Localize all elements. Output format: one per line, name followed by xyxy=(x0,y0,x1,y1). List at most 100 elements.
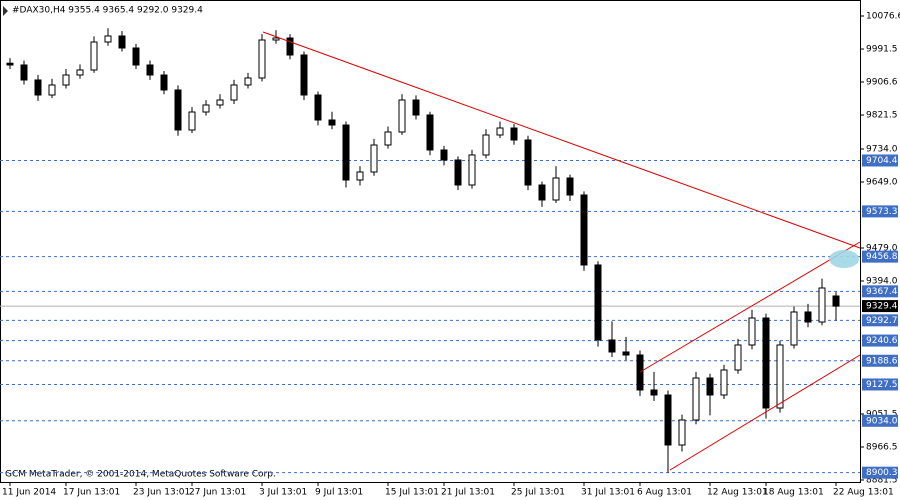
candle-body xyxy=(678,419,686,446)
candle-body xyxy=(538,184,546,201)
candle-body xyxy=(580,194,588,266)
candle-body xyxy=(734,344,742,371)
level-box xyxy=(862,334,898,347)
candle-body xyxy=(482,134,490,156)
candle-body xyxy=(104,35,112,43)
level-box xyxy=(862,285,898,298)
candle-body xyxy=(776,344,784,409)
x-tick-label: 17 Jun 13:01 xyxy=(63,488,120,498)
candle-body xyxy=(790,311,798,346)
level-box xyxy=(862,354,898,367)
x-tick-label: 3 Jul 13:01 xyxy=(259,488,307,498)
candle-body xyxy=(202,104,210,113)
x-tick-label: 9 Jul 13:01 xyxy=(315,488,363,498)
y-tick-label: 8881.5 xyxy=(866,475,898,485)
x-tick-label: 18 Aug 13:01 xyxy=(763,488,824,498)
chart-title: #DAX30,H4 9355.4 9365.4 9292.0 9329.4 xyxy=(12,6,203,16)
candle-body xyxy=(20,64,28,81)
y-tick-label: 9821.5 xyxy=(866,111,898,121)
candle-body xyxy=(314,94,322,121)
current-price-box xyxy=(862,300,898,313)
x-tick-label: 27 Jun 13:01 xyxy=(189,488,246,498)
candle-body xyxy=(720,369,728,396)
level-box xyxy=(862,205,898,218)
candle-body xyxy=(594,264,602,341)
candle-body xyxy=(90,41,98,71)
candle-body xyxy=(384,131,392,146)
trend-line xyxy=(262,31,861,249)
candle-body xyxy=(216,99,224,106)
plot-frame xyxy=(0,0,861,483)
candle-body xyxy=(230,84,238,101)
candle-body xyxy=(258,39,266,79)
candle-body xyxy=(692,377,700,421)
candle-body xyxy=(398,99,406,133)
candle-body xyxy=(622,351,630,356)
y-tick-label: 8966.5 xyxy=(866,442,898,452)
candle-body xyxy=(6,62,14,66)
x-tick-label: 11 Jun 2014 xyxy=(2,488,56,498)
y-tick-label: 9394.0 xyxy=(866,277,898,287)
candle-body xyxy=(664,394,672,446)
y-tick-label: 9734.0 xyxy=(866,145,898,155)
candle-body xyxy=(370,144,378,173)
level-box xyxy=(862,250,898,263)
candle-body xyxy=(342,124,350,181)
y-tick-label: 10076.6 xyxy=(866,11,900,21)
candle-body xyxy=(146,64,154,76)
candle-body xyxy=(244,77,252,86)
candle-body xyxy=(160,74,168,91)
candle-body xyxy=(48,84,56,96)
level-label: 9573.3 xyxy=(866,207,898,217)
x-tick-label: 22 Aug 13:01 xyxy=(833,488,894,498)
y-tick-label: 9991.5 xyxy=(866,45,898,55)
candle-body xyxy=(426,114,434,151)
candle-body xyxy=(524,139,532,186)
candle-body xyxy=(510,127,518,141)
candle-body xyxy=(188,111,196,131)
copyright: GCM MetaTrader, © 2001-2014, MetaQuotes … xyxy=(5,470,276,480)
y-tick-label: 9051.5 xyxy=(866,409,898,419)
candle-body xyxy=(76,69,84,76)
x-tick-label: 15 Jul 13:01 xyxy=(385,488,439,498)
candle-body xyxy=(468,154,476,186)
candle-body xyxy=(650,389,658,396)
candle-body xyxy=(440,149,448,161)
candle-body xyxy=(762,317,770,409)
candle-body xyxy=(356,171,364,181)
candle-body xyxy=(496,127,504,136)
candle-body xyxy=(706,377,714,396)
title-icon xyxy=(3,6,8,16)
candle-body xyxy=(118,35,126,49)
x-tick-label: 6 Aug 13:01 xyxy=(637,488,692,498)
current-price-label: 9329.4 xyxy=(866,302,898,312)
level-label: 9034.0 xyxy=(866,416,898,426)
y-tick-label: 9906.6 xyxy=(866,77,898,87)
candle-body xyxy=(608,339,616,353)
candle-body xyxy=(832,295,840,307)
candle-body xyxy=(300,54,308,96)
candle-body xyxy=(34,79,42,96)
candle-body xyxy=(566,177,574,196)
level-box xyxy=(862,378,898,391)
y-tick-label: 9649.0 xyxy=(866,178,898,188)
candle-body xyxy=(412,99,420,116)
candle-body xyxy=(748,317,756,346)
level-label: 9188.6 xyxy=(866,356,898,366)
level-label: 8900.3 xyxy=(866,468,898,478)
level-label: 9292.7 xyxy=(866,316,898,326)
plot xyxy=(0,28,860,474)
level-label: 9240.6 xyxy=(866,336,898,346)
channel-upper xyxy=(639,241,861,373)
x-tick-label: 21 Jul 13:01 xyxy=(441,488,495,498)
candle-body xyxy=(552,177,560,201)
candle-body xyxy=(636,354,644,391)
level-box xyxy=(862,154,898,167)
x-tick-label: 31 Jul 13:01 xyxy=(581,488,635,498)
level-box xyxy=(862,314,898,327)
candle-body xyxy=(328,119,336,126)
highlight xyxy=(829,250,859,268)
candle-body xyxy=(62,74,70,86)
